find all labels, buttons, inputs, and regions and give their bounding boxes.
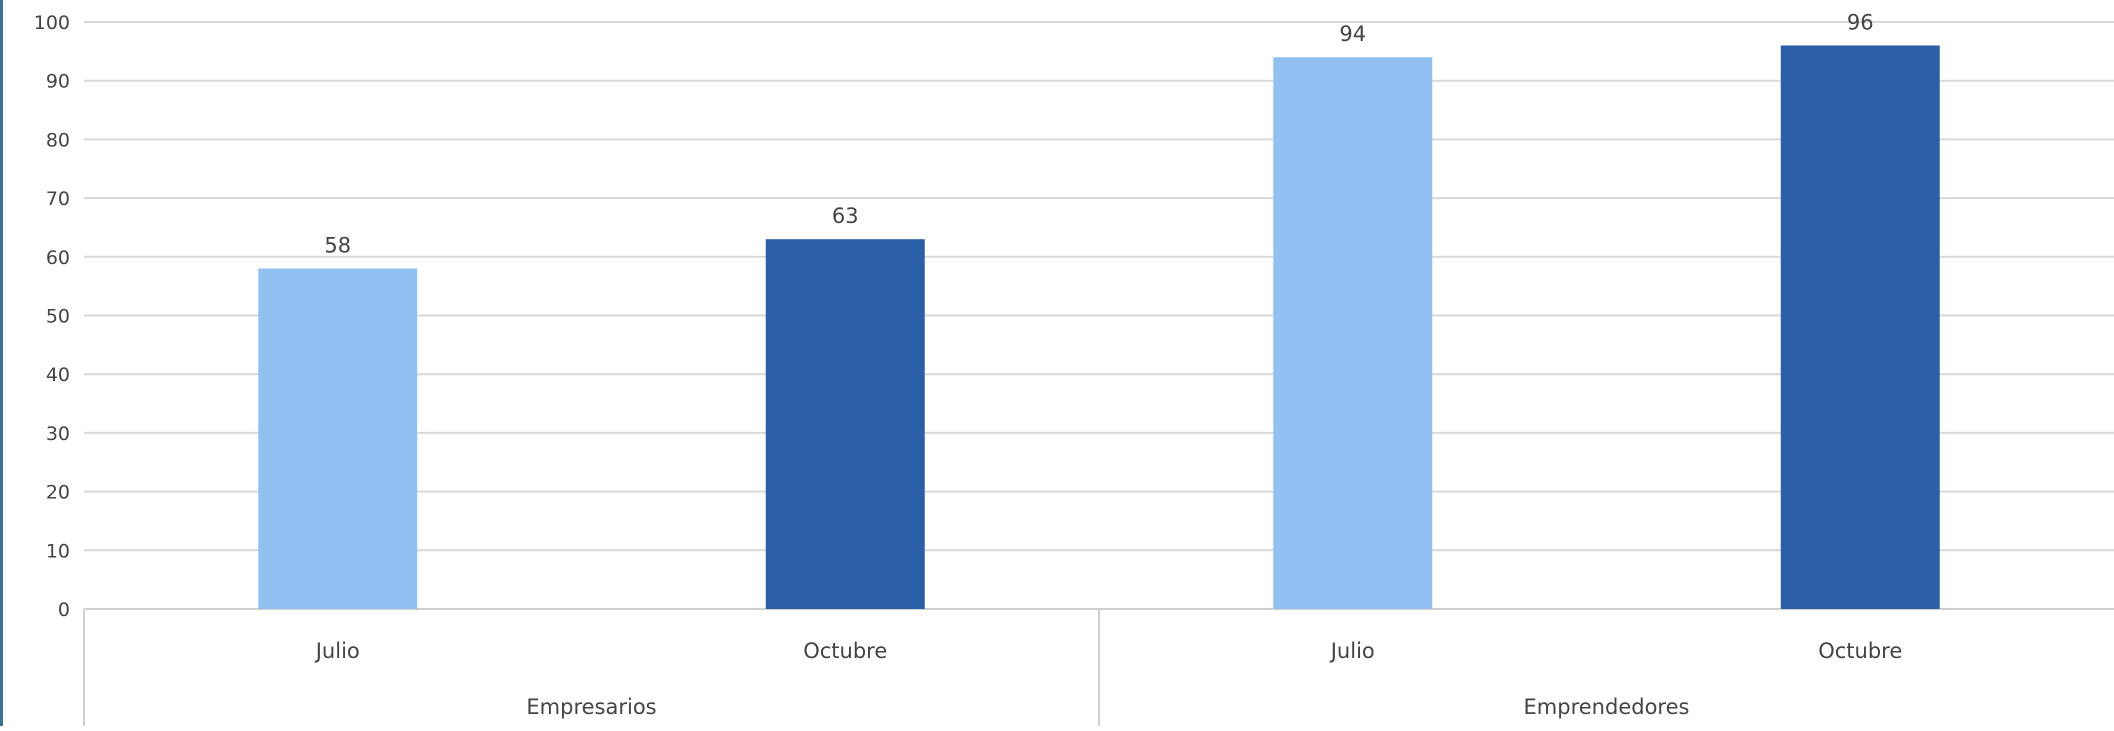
y-tick-label: 100 (34, 12, 70, 34)
bar-empresarios-julio (258, 268, 418, 609)
bar-empresarios-octubre (765, 239, 925, 609)
axes (83, 608, 2114, 726)
data-label: 94 (1339, 22, 1366, 46)
category-label: Julio (314, 639, 360, 663)
y-tick-label: 80 (46, 129, 70, 151)
category-label: Octubre (803, 639, 887, 663)
group-label: Emprendedores (1524, 695, 1690, 719)
y-tick-label: 50 (46, 306, 70, 328)
y-tick-label: 70 (46, 188, 70, 210)
bar-emprendedores-julio (1273, 57, 1433, 610)
y-tick-label: 10 (46, 540, 70, 562)
bar-emprendedores-octubre (1780, 45, 1940, 610)
y-tick-label: 20 (46, 482, 70, 504)
left-edge-border (0, 0, 3, 726)
data-label: 63 (832, 204, 859, 228)
y-tick-label: 90 (46, 71, 70, 93)
group-label: Empresarios (526, 695, 656, 719)
bars (258, 45, 1940, 610)
data-label: 58 (324, 234, 351, 258)
y-tick-label: 60 (46, 247, 70, 269)
labels: 0 10 20 30 40 50 60 70 80 90 100 58 Julio 63 Octubre Em… (34, 10, 1903, 719)
data-label: 96 (1847, 10, 1874, 34)
y-tick-label: 0 (58, 599, 70, 621)
y-tick-label: 40 (46, 364, 70, 386)
category-label: Julio (1329, 639, 1375, 663)
y-tick-label: 30 (46, 423, 70, 445)
gridlines (84, 21, 2114, 552)
category-label: Octubre (1818, 639, 1902, 663)
